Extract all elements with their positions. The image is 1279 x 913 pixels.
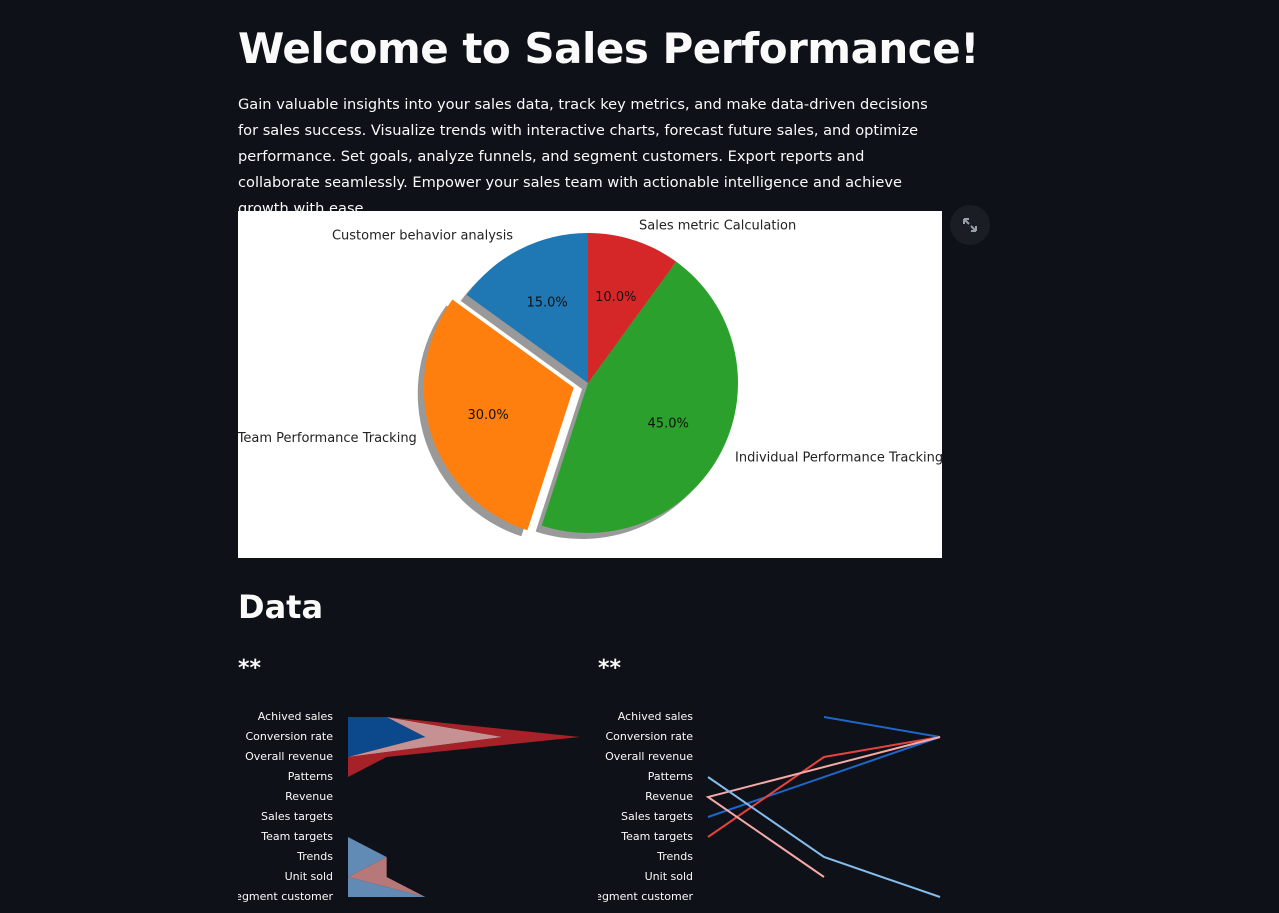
pie-wedge bbox=[466, 233, 588, 383]
y-tick-label: Overall revenue bbox=[605, 750, 693, 763]
subheader: ** bbox=[598, 656, 622, 681]
y-tick-label: Conversion rate bbox=[605, 730, 693, 743]
y-tick-label: Patterns bbox=[648, 770, 694, 783]
description: Gain valuable insights into your sales d… bbox=[238, 96, 928, 217]
y-tick-label: Sales targets bbox=[621, 810, 693, 823]
area bbox=[348, 717, 580, 897]
slice-label: Customer behavior analysis bbox=[332, 228, 513, 243]
expand-icon bbox=[963, 218, 977, 232]
y-tick-label: Trends bbox=[296, 850, 333, 863]
page-title: Welcome to Sales Performance! bbox=[238, 24, 979, 73]
y-tick-label: Achived sales bbox=[258, 710, 333, 723]
area bbox=[348, 717, 580, 897]
y-tick-label: segment customer bbox=[238, 890, 333, 903]
slice-label: Team Performance Tracking bbox=[238, 431, 417, 446]
y-tick-label: Unit sold bbox=[285, 870, 333, 883]
pie-wedge bbox=[541, 261, 738, 533]
percent-label: 45.0% bbox=[648, 416, 689, 431]
area-chart: Achived sales Conversion rate Overall reve… bbox=[238, 710, 580, 903]
y-tick-label: Conversion rate bbox=[245, 730, 333, 743]
line bbox=[705, 736, 941, 878]
line-chart: Achived sales Conversion rate Overall reve… bbox=[598, 710, 941, 903]
percent-label: 30.0% bbox=[467, 408, 508, 423]
y-tick-label: Team targets bbox=[620, 830, 693, 843]
line bbox=[707, 776, 941, 898]
y-tick-label: Trends bbox=[656, 850, 693, 863]
pie-chart: Customer behavior analysis 15.0% Team Perf… bbox=[238, 211, 942, 558]
y-tick-label: Revenue bbox=[645, 790, 693, 803]
y-tick-label: segment customer bbox=[598, 890, 693, 903]
y-tick-label: Overall revenue bbox=[245, 750, 333, 763]
y-tick-label: Achived sales bbox=[618, 710, 693, 723]
percent-label: 10.0% bbox=[595, 290, 636, 305]
slice-label: Individual Performance Tracking bbox=[735, 450, 942, 465]
percent-label: 15.0% bbox=[526, 295, 567, 310]
y-tick-label: Patterns bbox=[288, 770, 334, 783]
y-tick-label: Team targets bbox=[260, 830, 333, 843]
y-tick-label: Sales targets bbox=[261, 810, 333, 823]
pie-wedge bbox=[588, 233, 677, 383]
subheader: ** bbox=[238, 656, 262, 681]
fullscreen-button[interactable] bbox=[950, 205, 990, 245]
pie-wedge bbox=[423, 299, 574, 531]
slice-label: Sales metric Calculation bbox=[639, 219, 796, 234]
area bbox=[348, 717, 503, 897]
y-tick-label: Unit sold bbox=[645, 870, 693, 883]
line bbox=[707, 736, 941, 838]
section-heading: Data bbox=[238, 588, 324, 626]
area bbox=[348, 717, 426, 897]
y-tick-label: Revenue bbox=[285, 790, 333, 803]
